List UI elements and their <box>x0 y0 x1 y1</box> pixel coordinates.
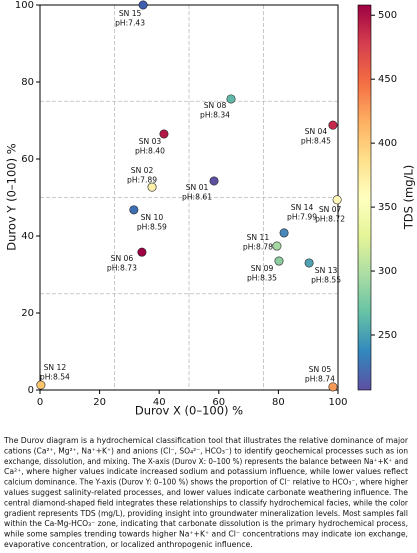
caption-line: Ca²⁺, where higher values indicate incre… <box>4 467 408 476</box>
point-label: SN 14 <box>291 203 314 212</box>
x-tick-label: 40 <box>153 397 166 408</box>
point-ph-label: pH:8.34 <box>200 110 230 119</box>
point-ph-label: pH:8.61 <box>182 192 212 201</box>
colorbar-label: TDS (mg/L) <box>402 165 416 231</box>
point-label: SN 11 <box>247 233 270 242</box>
point-label: SN 07 <box>319 205 342 214</box>
colorbar-tick-label: 400 <box>378 138 397 149</box>
y-tick-label: 0 <box>28 385 34 396</box>
caption-line: calcium dominance. The Y-axis (Durov Y: … <box>4 478 409 487</box>
caption-line: gradient represents TDS (mg/L), providin… <box>4 509 408 518</box>
point-ph-label: pH:8.74 <box>305 374 335 383</box>
point-label: SN 12 <box>44 363 67 372</box>
point <box>137 247 147 257</box>
point-ph-label: pH:8.73 <box>107 264 137 273</box>
point <box>332 195 342 205</box>
caption-line: while some samples trending towards high… <box>4 530 408 539</box>
caption-line: The Durov diagram is a hydrochemical cla… <box>3 436 409 445</box>
caption-line: exchange, dissolution, and mixing. The X… <box>4 457 408 466</box>
caption-line: evaporative concentration, or localized … <box>4 540 253 549</box>
colorbar-tick-label: 500 <box>378 10 397 21</box>
point-label: SN 13 <box>315 266 338 275</box>
colorbar-tick-label: 250 <box>378 330 397 341</box>
caption-line: central diamond-shaped field integrates … <box>4 498 409 507</box>
point <box>304 258 314 268</box>
x-tick-label: 80 <box>272 397 285 408</box>
y-tick-label: 60 <box>21 154 34 165</box>
colorbar-tick-label: 300 <box>378 266 397 277</box>
x-tick-label: 60 <box>212 397 225 408</box>
y-tick-label: 80 <box>21 77 34 88</box>
point <box>159 129 169 139</box>
x-tick-label: 0 <box>37 397 43 408</box>
point-label: SN 02 <box>131 166 154 175</box>
point-ph-label: pH:7.99 <box>287 212 317 221</box>
point-label: SN 15 <box>119 9 142 18</box>
point-ph-label: pH:8.40 <box>135 146 165 155</box>
point <box>129 205 139 215</box>
x-axis-label: Durov X (0–100) % <box>135 404 243 418</box>
y-tick-label: 100 <box>15 0 34 11</box>
point <box>328 120 338 130</box>
point-ph-label: pH:8.72 <box>315 214 345 223</box>
colorbar <box>357 4 372 391</box>
point <box>147 182 157 192</box>
point <box>138 0 148 10</box>
point-ph-label: pH:8.59 <box>137 222 167 231</box>
point-label: SN 01 <box>186 183 209 192</box>
point <box>328 382 338 392</box>
point-ph-label: pH:8.54 <box>40 372 70 381</box>
point <box>279 228 289 238</box>
y-tick-label: 20 <box>21 308 34 319</box>
colorbar-tick-label: 450 <box>378 74 397 85</box>
caption-line: cations (Ca²⁺, Mg²⁺, Na⁺+K⁺) and anions … <box>4 446 408 455</box>
point-ph-label: pH:8.45 <box>301 137 331 146</box>
point <box>36 380 46 390</box>
point-ph-label: pH:7.43 <box>115 19 145 28</box>
caption-line: values suggest salinity-related processe… <box>4 488 408 497</box>
point-label: SN 05 <box>309 365 332 374</box>
caption-line: within the Ca-Mg-HCO₃⁻ zone, indicating … <box>4 519 408 528</box>
point-label: SN 04 <box>305 127 328 136</box>
point-label: SN 06 <box>111 254 134 263</box>
point-label: SN 09 <box>251 264 274 273</box>
colorbar-tick-label: 350 <box>378 202 397 213</box>
point <box>274 256 284 266</box>
x-tick-label: 100 <box>328 397 347 408</box>
x-tick-label: 20 <box>93 397 106 408</box>
point-ph-label: pH:8.78 <box>243 243 273 252</box>
point <box>272 241 282 251</box>
y-axis-label: Durov Y (0–100) % <box>5 143 19 250</box>
point-ph-label: pH:7.89 <box>127 176 157 185</box>
point <box>209 176 219 186</box>
point-label: SN 10 <box>141 213 164 222</box>
point-ph-label: pH:8.35 <box>247 274 277 283</box>
point-ph-label: pH:8.55 <box>311 275 341 284</box>
point-label: SN 03 <box>139 137 162 146</box>
plot-area <box>40 5 338 390</box>
y-tick-label: 40 <box>21 231 34 242</box>
point <box>226 94 236 104</box>
point-label: SN 08 <box>204 101 227 110</box>
